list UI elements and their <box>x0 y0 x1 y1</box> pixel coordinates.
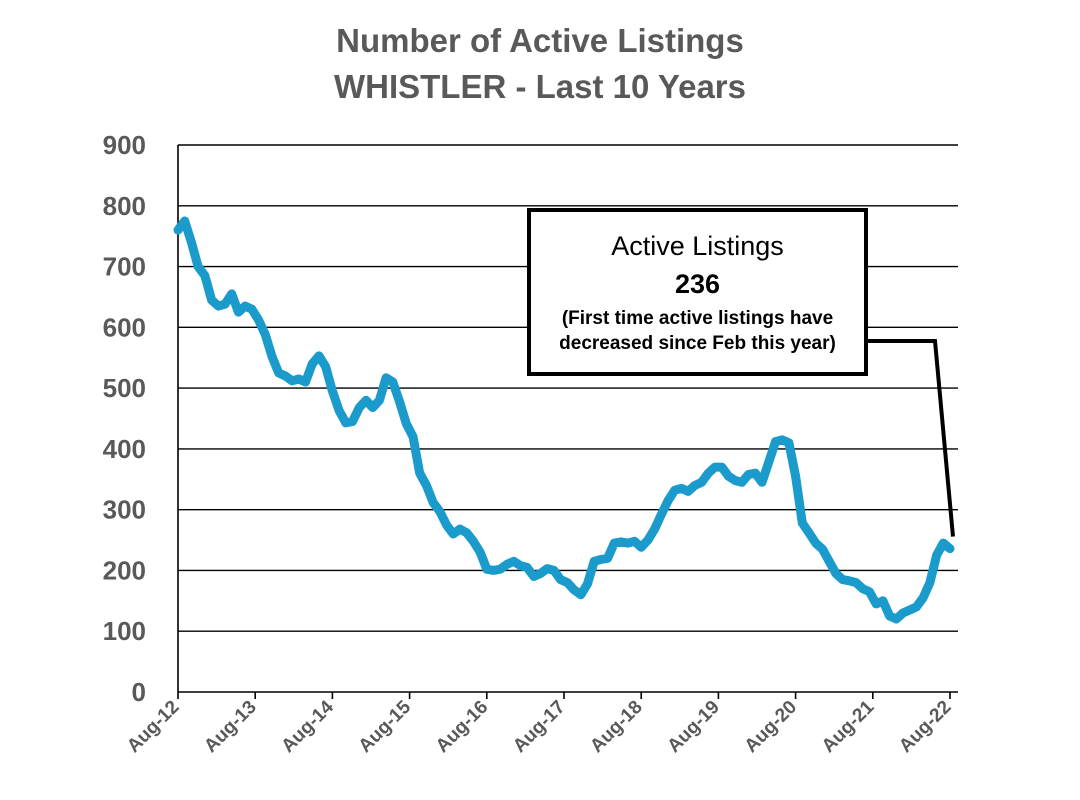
chart-title-line-1: Number of Active Listings <box>336 22 744 59</box>
series-layer <box>173 216 955 624</box>
chart-title: Number of Active Listings WHISTLER - Las… <box>0 18 1080 110</box>
x-tick-label: Aug-16 <box>432 697 492 757</box>
x-tick-label: Aug-21 <box>818 696 879 757</box>
y-axis-ticks: 0 100 200 300 400 500 600 700 800 900 <box>103 130 146 707</box>
x-tick-label: Aug-15 <box>355 696 416 757</box>
x-tick-label: Aug-20 <box>741 697 801 757</box>
y-tick-label: 700 <box>103 252 146 282</box>
callout-note-line-2: decreased since Feb this year) <box>559 333 836 354</box>
callout-value: 236 <box>674 269 721 299</box>
axes <box>177 145 958 693</box>
y-tick-label: 300 <box>103 495 146 525</box>
x-tick-label: Aug-19 <box>664 697 724 757</box>
x-tick-label: Aug-22 <box>895 697 955 757</box>
chart-title-line-2: WHISTLER - Last 10 Years <box>333 68 747 105</box>
y-tick-label: 100 <box>103 616 146 646</box>
callout-leader-line <box>864 339 955 537</box>
callout-note: (First time active listings have decreas… <box>531 306 864 356</box>
callout-title: Active Listings <box>611 231 784 261</box>
y-tick-label: 400 <box>103 434 146 464</box>
y-tick-label: 600 <box>103 312 146 342</box>
series-line <box>173 216 955 624</box>
x-tick-label: Aug-14 <box>278 696 339 757</box>
y-tick-label: 0 <box>132 677 146 707</box>
x-tick-label: Aug-18 <box>586 697 646 757</box>
x-axis-ticks: Aug-12 Aug-13 Aug-14 Aug-15 Aug-16 Aug-17 Aug-… <box>123 692 956 757</box>
y-tick-label: 500 <box>103 373 146 403</box>
callout-box: Active Listings 236 (First time active l… <box>527 208 868 376</box>
y-tick-label: 900 <box>103 130 146 160</box>
x-tick-label: Aug-13 <box>200 697 260 757</box>
x-tick-label: Aug-17 <box>509 697 569 757</box>
y-tick-label: 800 <box>103 191 146 221</box>
y-tick-label: 200 <box>103 555 146 585</box>
callout-note-line-1: (First time active listings have <box>561 308 834 329</box>
